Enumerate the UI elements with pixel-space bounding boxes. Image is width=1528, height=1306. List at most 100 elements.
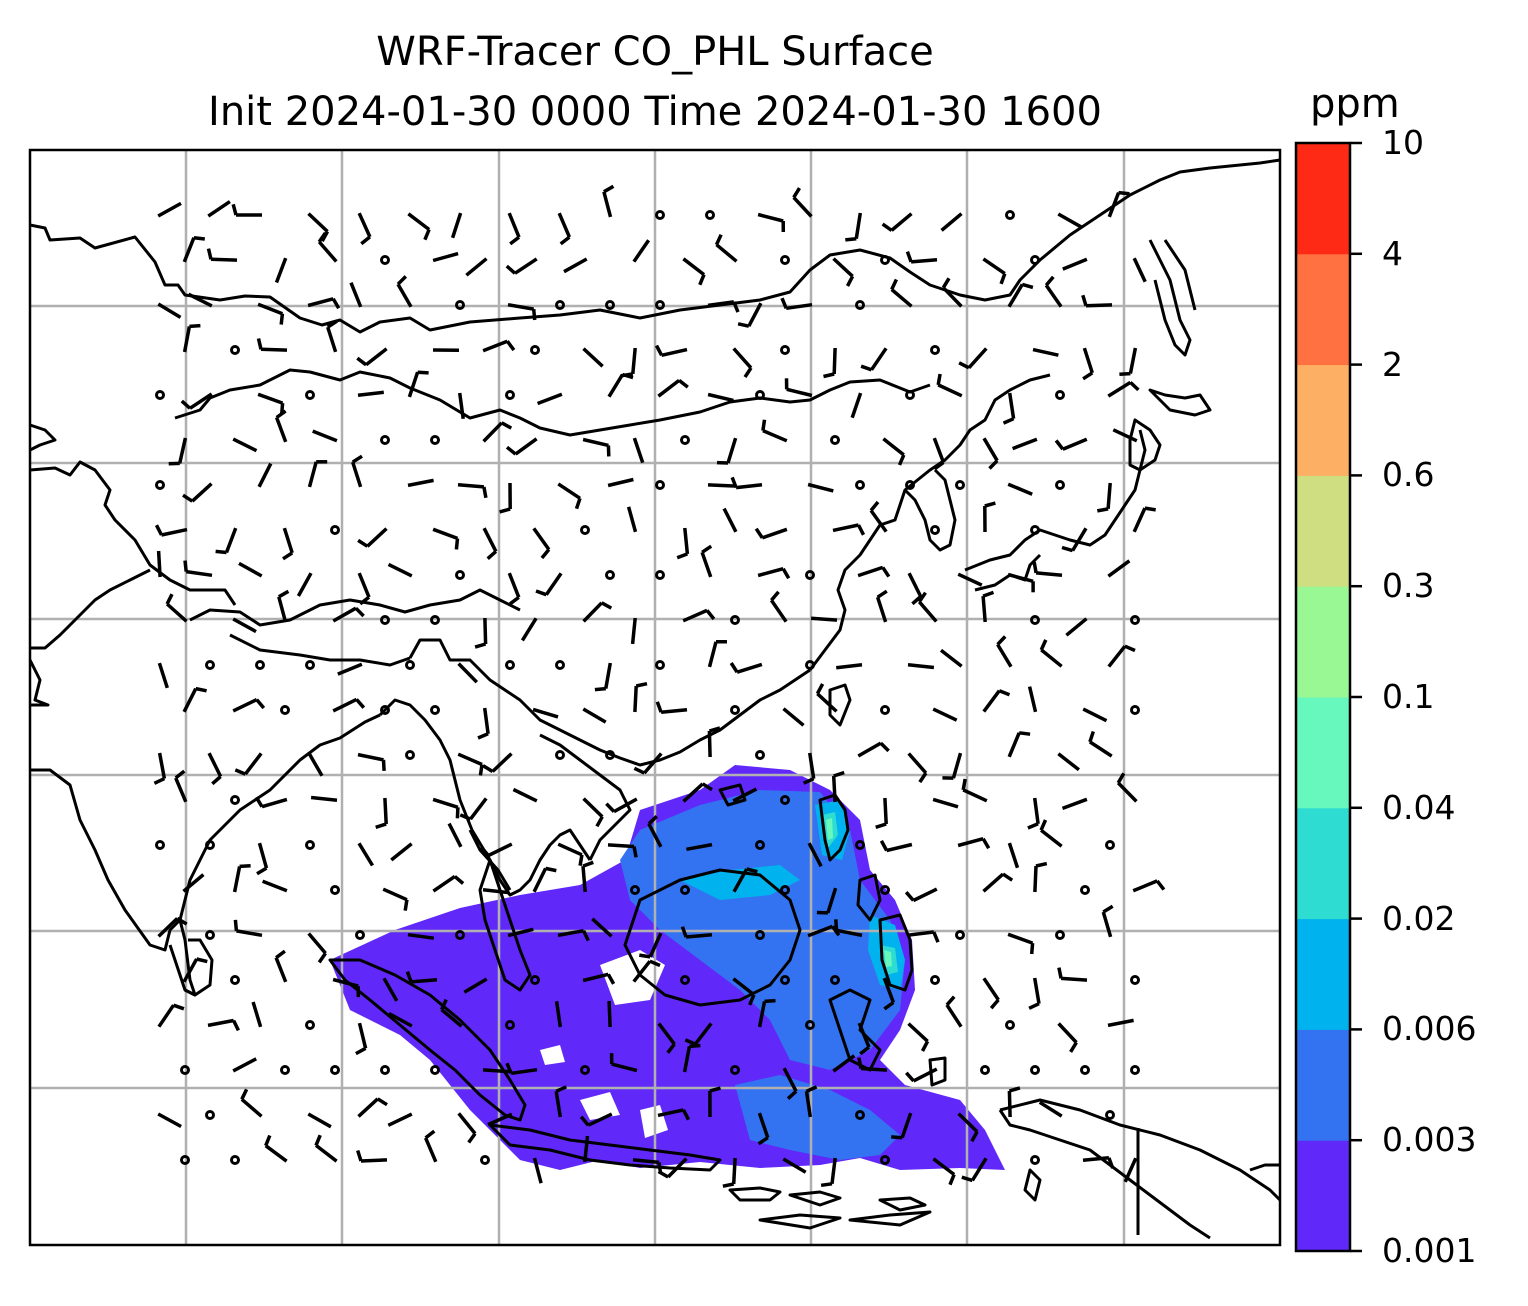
wind-barb — [904, 887, 938, 903]
wind-barb — [632, 239, 651, 263]
coastline-segment — [1148, 388, 1212, 417]
wind-barb — [457, 662, 479, 684]
wind-barb — [834, 919, 863, 938]
wind-barb — [157, 662, 169, 689]
wind-barb — [520, 617, 538, 642]
wind-barb — [583, 1135, 590, 1163]
wind-barb — [450, 212, 463, 239]
colorbar-segment — [1296, 364, 1350, 476]
calm-wind-marker — [655, 570, 665, 580]
colorbar-segment — [1296, 475, 1350, 587]
wind-barb — [996, 635, 1013, 668]
wind-barb — [557, 212, 572, 246]
wind-barb — [536, 392, 563, 406]
calm-wind-marker — [505, 660, 515, 670]
calm-wind-marker — [405, 750, 415, 760]
calm-wind-marker — [855, 1110, 865, 1120]
plume-gap — [580, 1092, 620, 1120]
wind-barb — [579, 1112, 613, 1127]
wind-barb — [357, 527, 388, 548]
wind-barb — [307, 932, 327, 964]
wind-barb — [932, 1157, 956, 1186]
wind-barb — [355, 1022, 368, 1056]
wind-barb — [722, 507, 738, 533]
wind-barb — [1123, 1157, 1138, 1183]
wind-barb — [157, 916, 188, 938]
wind-barb — [465, 257, 488, 277]
wind-barb — [326, 319, 338, 353]
coastline-segment — [328, 958, 527, 1122]
wind-barb — [807, 482, 834, 493]
coastline-segment — [928, 1056, 947, 1087]
wind-barb — [654, 344, 688, 358]
wind-barb — [532, 527, 551, 560]
wind-barb — [582, 347, 604, 368]
wind-barb — [932, 797, 959, 809]
wind-barb — [168, 437, 188, 466]
wind-barb — [700, 544, 713, 578]
colorbar-segment — [1296, 586, 1350, 698]
calm-wind-marker — [780, 795, 790, 805]
wind-barb — [607, 372, 634, 398]
wind-barb — [621, 347, 637, 378]
calm-wind-marker — [880, 705, 890, 715]
calm-wind-marker — [930, 525, 940, 535]
wind-barb — [432, 527, 460, 550]
wind-barb — [707, 392, 734, 403]
coastlines — [28, 158, 1282, 1240]
calm-wind-marker — [155, 840, 165, 850]
wind-barb — [332, 606, 365, 623]
wind-barb — [477, 707, 490, 740]
plume-contour — [884, 950, 892, 967]
wind-barb — [594, 662, 613, 692]
wind-barb — [182, 686, 207, 713]
wind-barb — [626, 506, 638, 533]
wind-barb — [499, 482, 512, 514]
wind-barb — [257, 302, 285, 325]
coastline-segment — [878, 1196, 927, 1212]
calm-wind-marker — [930, 975, 940, 985]
colorbar-tick-label: 0.003 — [1382, 1120, 1477, 1160]
wind-barb — [256, 338, 288, 352]
coastline-segment — [1163, 239, 1197, 311]
wind-barb — [407, 932, 435, 940]
calm-wind-marker — [1030, 525, 1040, 535]
wind-barb — [857, 565, 891, 578]
wind-barb — [804, 1085, 818, 1118]
wind-barb — [349, 282, 363, 308]
calm-wind-marker — [455, 300, 465, 310]
wind-barb — [942, 752, 963, 780]
calm-wind-marker — [380, 435, 390, 445]
wind-barb — [609, 1053, 638, 1073]
wind-barb — [423, 1129, 438, 1163]
wind-barb — [875, 589, 888, 623]
wind-barb — [958, 347, 988, 370]
wind-barb — [310, 795, 338, 802]
coastline-segment — [29, 158, 1281, 334]
wind-barb — [716, 437, 738, 465]
wind-barb — [784, 378, 813, 398]
wind-barb — [1107, 1018, 1134, 1028]
wind-barb — [507, 927, 534, 938]
calm-wind-marker — [155, 480, 165, 490]
wind-barb — [850, 392, 863, 419]
plume-contour — [826, 818, 833, 840]
calm-wind-marker — [155, 390, 165, 400]
wind-barb — [1088, 730, 1113, 758]
wind-barb — [232, 1057, 258, 1073]
wind-barb — [532, 866, 557, 893]
wind-barb — [535, 572, 563, 597]
wind-barb — [1057, 967, 1088, 982]
calm-wind-marker — [1080, 1065, 1090, 1075]
wind-barb — [382, 977, 399, 1002]
wind-barb — [807, 924, 841, 938]
wind-barb — [882, 977, 896, 1011]
calm-wind-marker — [1105, 840, 1115, 850]
wind-barb — [207, 200, 231, 218]
wind-barb — [816, 887, 838, 915]
wind-barb — [682, 1043, 701, 1073]
calm-wind-marker — [380, 255, 390, 265]
colorbar-tick-label: 0.02 — [1382, 898, 1456, 938]
wind-barb — [432, 251, 459, 263]
calm-wind-marker — [855, 480, 865, 490]
